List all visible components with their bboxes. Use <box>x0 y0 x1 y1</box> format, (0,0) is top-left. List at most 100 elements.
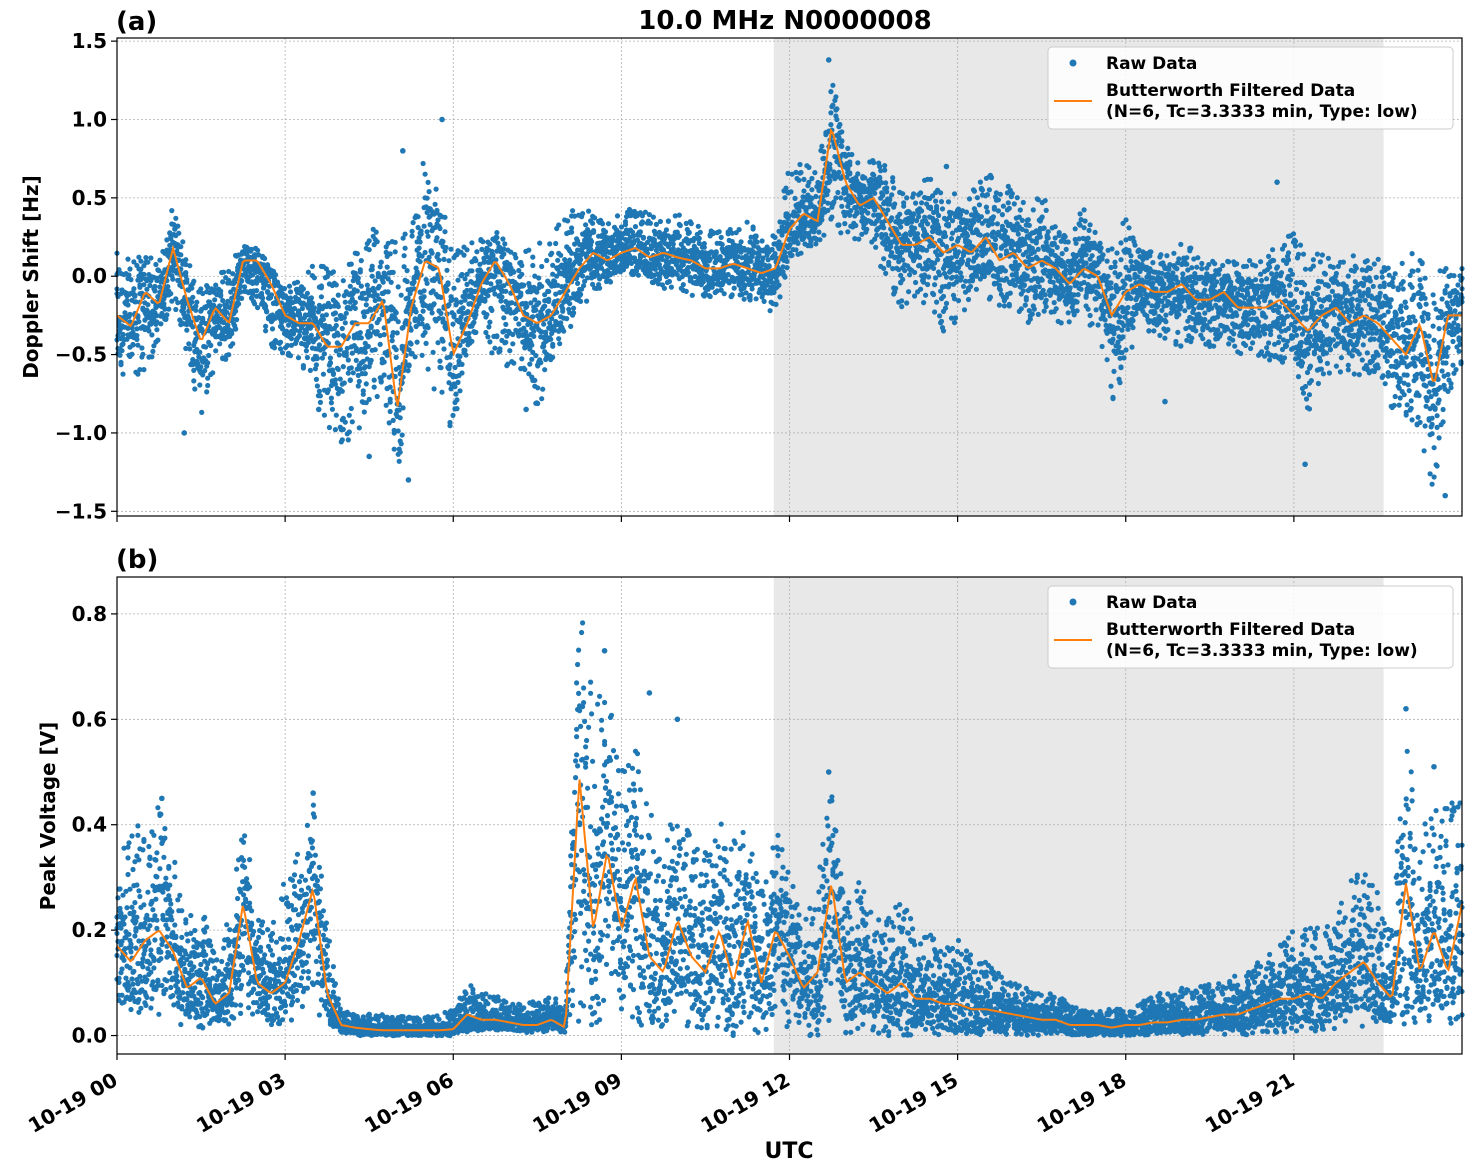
raw-data-point <box>164 237 170 243</box>
raw-data-point <box>309 300 315 306</box>
raw-data-point <box>175 223 181 229</box>
raw-data-point <box>899 298 905 304</box>
raw-data-point <box>343 310 349 316</box>
raw-data-point <box>198 286 204 292</box>
raw-data-point <box>336 352 342 358</box>
raw-data-point <box>942 233 949 239</box>
raw-data-point <box>419 316 425 322</box>
raw-data-point <box>168 291 174 297</box>
raw-data-point <box>889 192 895 198</box>
raw-data-point <box>782 274 788 280</box>
raw-data-point <box>489 350 495 356</box>
raw-data-point <box>361 290 367 296</box>
raw-data-point <box>558 252 564 258</box>
raw-data-point <box>575 280 581 286</box>
raw-data-point <box>249 295 255 301</box>
raw-data-point <box>632 224 639 230</box>
raw-data-point <box>175 300 181 306</box>
raw-data-point <box>1045 235 1051 241</box>
raw-data-point <box>141 367 147 373</box>
raw-data-point <box>931 265 937 271</box>
raw-data-point <box>825 188 831 194</box>
raw-data-point <box>788 189 794 195</box>
raw-data-point <box>120 331 126 337</box>
raw-data-point <box>640 234 647 240</box>
raw-data-point <box>369 273 375 279</box>
raw-data-point <box>1098 245 1104 251</box>
raw-data-point <box>408 341 414 347</box>
raw-data-point <box>816 229 822 235</box>
raw-data-point <box>1043 207 1049 213</box>
raw-data-point <box>435 251 441 257</box>
raw-data-point <box>817 237 823 243</box>
raw-data-point <box>925 221 931 227</box>
raw-data-point <box>435 340 441 346</box>
raw-data-point <box>424 229 430 235</box>
raw-data-point <box>541 321 547 327</box>
raw-data-point <box>324 273 330 280</box>
raw-data-point <box>374 329 380 335</box>
raw-data-point <box>307 367 313 373</box>
raw-data-point <box>296 311 303 317</box>
raw-data-point <box>405 295 411 301</box>
raw-data-point <box>321 351 327 357</box>
raw-data-point <box>410 220 416 226</box>
raw-data-point <box>300 286 306 292</box>
raw-data-point <box>150 348 156 354</box>
raw-data-point <box>837 121 843 128</box>
raw-data-point <box>134 336 140 342</box>
raw-data-point <box>327 303 333 309</box>
raw-data-point <box>376 296 382 302</box>
raw-data-point <box>1022 302 1028 308</box>
raw-data-point <box>925 281 931 288</box>
raw-data-point <box>344 345 350 351</box>
raw-data-point <box>747 292 753 298</box>
raw-data-point <box>1020 288 1026 294</box>
raw-data-point <box>327 355 333 361</box>
raw-data-point <box>887 197 893 203</box>
raw-data-point <box>281 285 288 292</box>
raw-data-point <box>497 279 503 285</box>
raw-data-point <box>210 370 216 376</box>
raw-data-point <box>1043 304 1049 310</box>
raw-data-point <box>149 354 155 360</box>
raw-data-point <box>335 332 341 338</box>
raw-data-point <box>256 252 262 258</box>
raw-data-point <box>404 268 410 274</box>
raw-data-point <box>171 222 177 228</box>
raw-data-point <box>536 300 542 306</box>
raw-data-point <box>225 322 231 328</box>
raw-data-point <box>355 279 361 285</box>
raw-data-point <box>124 336 130 342</box>
raw-data-point <box>137 367 143 373</box>
raw-data-point <box>272 272 279 278</box>
raw-data-point <box>437 225 443 232</box>
raw-data-point <box>889 250 895 256</box>
raw-data-point <box>1095 322 1101 328</box>
raw-data-point <box>845 229 851 235</box>
raw-data-point <box>330 370 336 376</box>
raw-data-point <box>220 279 226 285</box>
raw-data-point <box>992 242 999 248</box>
raw-data-point <box>138 266 144 272</box>
raw-data-point <box>989 221 996 227</box>
raw-data-point <box>322 322 328 329</box>
raw-data-point <box>581 283 587 289</box>
raw-data-point <box>842 221 848 227</box>
raw-data-point <box>349 296 355 302</box>
raw-data-point <box>145 302 151 308</box>
raw-data-point <box>263 303 269 309</box>
raw-data-point <box>422 329 428 336</box>
raw-data-point <box>333 412 339 418</box>
raw-data-point <box>1081 207 1087 213</box>
raw-data-point <box>130 342 136 348</box>
raw-data-point <box>503 321 509 327</box>
raw-data-point <box>355 275 361 281</box>
raw-data-point <box>339 437 345 443</box>
raw-data-point <box>400 235 406 241</box>
raw-data-point <box>902 268 908 274</box>
raw-data-point <box>917 254 923 260</box>
raw-data-point <box>441 256 447 262</box>
raw-data-point <box>1021 282 1027 288</box>
raw-data-point <box>1100 252 1106 258</box>
